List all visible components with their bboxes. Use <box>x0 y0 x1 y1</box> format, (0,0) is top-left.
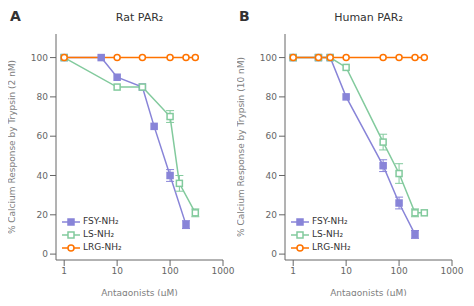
svg-text:40: 40 <box>37 171 49 181</box>
svg-text:1000: 1000 <box>212 266 235 276</box>
html-text:FSY-NH₂: FSY-NH₂ <box>312 216 348 226</box>
svg-text:1000: 1000 <box>441 266 464 276</box>
svg-text:Antagonists (μM): Antagonists (μM) <box>101 288 178 296</box>
html-text:LS-NH₂: LS-NH₂ <box>83 229 115 239</box>
svg-text:1: 1 <box>290 266 296 276</box>
svg-text:100: 100 <box>390 266 407 276</box>
html-text:LS-NH₂: LS-NH₂ <box>312 229 344 239</box>
svg-text:40: 40 <box>266 171 278 181</box>
svg-text:80: 80 <box>37 92 49 102</box>
html-text:Rat PAR₂: Rat PAR₂ <box>115 11 164 24</box>
svg-text:80: 80 <box>266 92 278 102</box>
svg-text:0: 0 <box>271 249 277 259</box>
svg-text:100: 100 <box>260 53 277 63</box>
svg-text:100: 100 <box>161 266 178 276</box>
svg-text:1: 1 <box>61 266 67 276</box>
svg-text:60: 60 <box>37 131 49 141</box>
svg-text:% Calcium Response by Trypsin: % Calcium Response by Trypsin (2 nM) <box>8 60 17 234</box>
svg-text:20: 20 <box>266 210 278 220</box>
html-text:LRG-NH₂: LRG-NH₂ <box>312 242 351 252</box>
html-text:A: A <box>10 8 21 24</box>
html-text:FSY-NH₂: FSY-NH₂ <box>83 216 119 226</box>
svg-text:% Calcium Response by Trypsin: % Calcium Response by Trypsin (10 nM) <box>237 57 246 237</box>
svg-text:0: 0 <box>42 249 48 259</box>
html-text:B: B <box>239 8 250 24</box>
html-text:Human PAR₂: Human PAR₂ <box>334 11 403 24</box>
svg-text:Antagonists (μM): Antagonists (μM) <box>330 288 407 296</box>
svg-text:100: 100 <box>31 53 48 63</box>
svg-text:10: 10 <box>111 266 123 276</box>
html-text:LRG-NH₂: LRG-NH₂ <box>83 242 122 252</box>
svg-text:10: 10 <box>340 266 352 276</box>
svg-text:60: 60 <box>266 131 278 141</box>
svg-text:20: 20 <box>37 210 49 220</box>
